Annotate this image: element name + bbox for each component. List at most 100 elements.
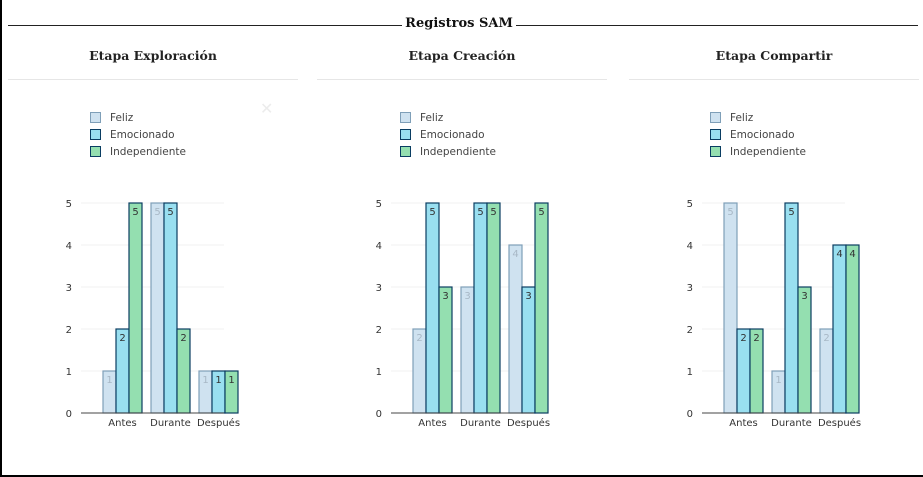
bar-feliz — [508, 244, 523, 414]
bar-emocionado — [163, 202, 178, 414]
data-label: 3 — [464, 291, 470, 302]
y-tick-label: 1 — [687, 367, 693, 378]
legend-swatch — [400, 129, 411, 140]
legend-item-feliz[interactable]: Feliz — [710, 109, 806, 126]
x-tick-label: Durante — [460, 418, 501, 429]
legend-label: Emocionado — [420, 128, 485, 141]
data-label: 5 — [490, 207, 496, 218]
data-label: 2 — [753, 333, 759, 344]
y-tick-label: 3 — [376, 283, 382, 294]
data-label: 4 — [836, 249, 842, 260]
legend-item-emocionado[interactable]: Emocionado — [710, 126, 806, 143]
legend-item-independiente[interactable]: Independiente — [90, 143, 186, 160]
bar-emocionado — [832, 244, 847, 414]
bar-feliz — [723, 202, 738, 414]
legend-label: Feliz — [730, 111, 754, 124]
legend: Feliz Emocionado Independiente — [400, 109, 496, 160]
x-tick-label: Después — [507, 417, 550, 429]
x-tick-label: Después — [197, 417, 240, 429]
data-label: 5 — [727, 207, 733, 218]
close-icon[interactable]: ✕ — [260, 99, 274, 118]
panel-title: Etapa Creación — [408, 48, 516, 63]
data-label: 3 — [801, 291, 807, 302]
legend-swatch — [400, 112, 411, 123]
data-label: 5 — [477, 207, 483, 218]
panel-title: Etapa Exploración — [89, 48, 217, 63]
data-label: 5 — [167, 207, 173, 218]
bar-emocionado — [784, 202, 799, 414]
legend-label: Emocionado — [110, 128, 175, 141]
legend-swatch — [710, 146, 721, 157]
bar-independiente — [534, 202, 549, 414]
data-label: 2 — [180, 333, 186, 344]
legend-item-independiente[interactable]: Independiente — [400, 143, 496, 160]
bar-feliz — [150, 202, 165, 414]
legend-swatch — [400, 146, 411, 157]
legend-label: Independiente — [110, 145, 186, 158]
legend-label: Feliz — [110, 111, 134, 124]
data-label: 5 — [154, 207, 160, 218]
legend-label: Feliz — [420, 111, 444, 124]
panel-divider — [8, 79, 298, 80]
y-tick-label: 2 — [66, 325, 72, 336]
x-tick-label: Durante — [150, 418, 191, 429]
y-tick-label: 5 — [66, 199, 72, 210]
panel-divider — [629, 79, 919, 80]
y-tick-label: 1 — [376, 367, 382, 378]
x-tick-label: Antes — [418, 418, 446, 429]
legend: Feliz Emocionado Independiente — [710, 109, 806, 160]
data-label: 1 — [775, 375, 781, 386]
y-tick-label: 3 — [66, 283, 72, 294]
panel-compartir: Etapa Compartir Feliz Emocionado Indepen… — [629, 40, 919, 470]
legend-item-feliz[interactable]: Feliz — [90, 109, 186, 126]
bar-independiente — [486, 202, 501, 414]
y-tick-label: 1 — [66, 367, 72, 378]
bar-emocionado — [521, 286, 536, 414]
legend-label: Emocionado — [730, 128, 795, 141]
title-rule-right — [516, 25, 918, 26]
data-label: 5 — [788, 207, 794, 218]
bar-emocionado — [473, 202, 488, 414]
legend-item-feliz[interactable]: Feliz — [400, 109, 496, 126]
data-label: 4 — [512, 249, 518, 260]
bar-independiente — [128, 202, 143, 414]
data-label: 5 — [132, 207, 138, 218]
legend-item-emocionado[interactable]: Emocionado — [90, 126, 186, 143]
bar-feliz — [460, 286, 475, 414]
legend-swatch — [90, 112, 101, 123]
data-label: 3 — [442, 291, 448, 302]
data-label: 2 — [119, 333, 125, 344]
legend-item-emocionado[interactable]: Emocionado — [400, 126, 496, 143]
legend-swatch — [710, 112, 721, 123]
page-title: Registros SAM — [405, 16, 513, 31]
y-tick-label: 2 — [687, 325, 693, 336]
x-tick-label: Después — [818, 417, 861, 429]
bar-emocionado — [425, 202, 440, 414]
legend: Feliz Emocionado Independiente — [90, 109, 186, 160]
x-tick-label: Antes — [108, 418, 136, 429]
data-label: 1 — [202, 375, 208, 386]
data-label: 1 — [106, 375, 112, 386]
data-label: 2 — [740, 333, 746, 344]
bar-independiente — [224, 370, 239, 414]
y-tick-label: 0 — [376, 409, 382, 420]
main-title-row: Registros SAM — [8, 12, 918, 36]
x-tick-label: Antes — [729, 418, 757, 429]
panel-creacion: Etapa Creación Feliz Emocionado Independ… — [317, 40, 607, 470]
panel-title: Etapa Compartir — [715, 48, 833, 63]
bar-independiente — [845, 244, 860, 414]
legend-label: Independiente — [420, 145, 496, 158]
legend-swatch — [90, 129, 101, 140]
title-rule-left — [8, 25, 402, 26]
y-tick-label: 5 — [687, 199, 693, 210]
legend-item-independiente[interactable]: Independiente — [710, 143, 806, 160]
panel-exploracion: Etapa Exploración ✕ Feliz Emocionado Ind… — [8, 40, 298, 470]
y-tick-label: 2 — [376, 325, 382, 336]
data-label: 2 — [416, 333, 422, 344]
data-label: 4 — [849, 249, 855, 260]
y-tick-label: 0 — [687, 409, 693, 420]
legend-swatch — [90, 146, 101, 157]
